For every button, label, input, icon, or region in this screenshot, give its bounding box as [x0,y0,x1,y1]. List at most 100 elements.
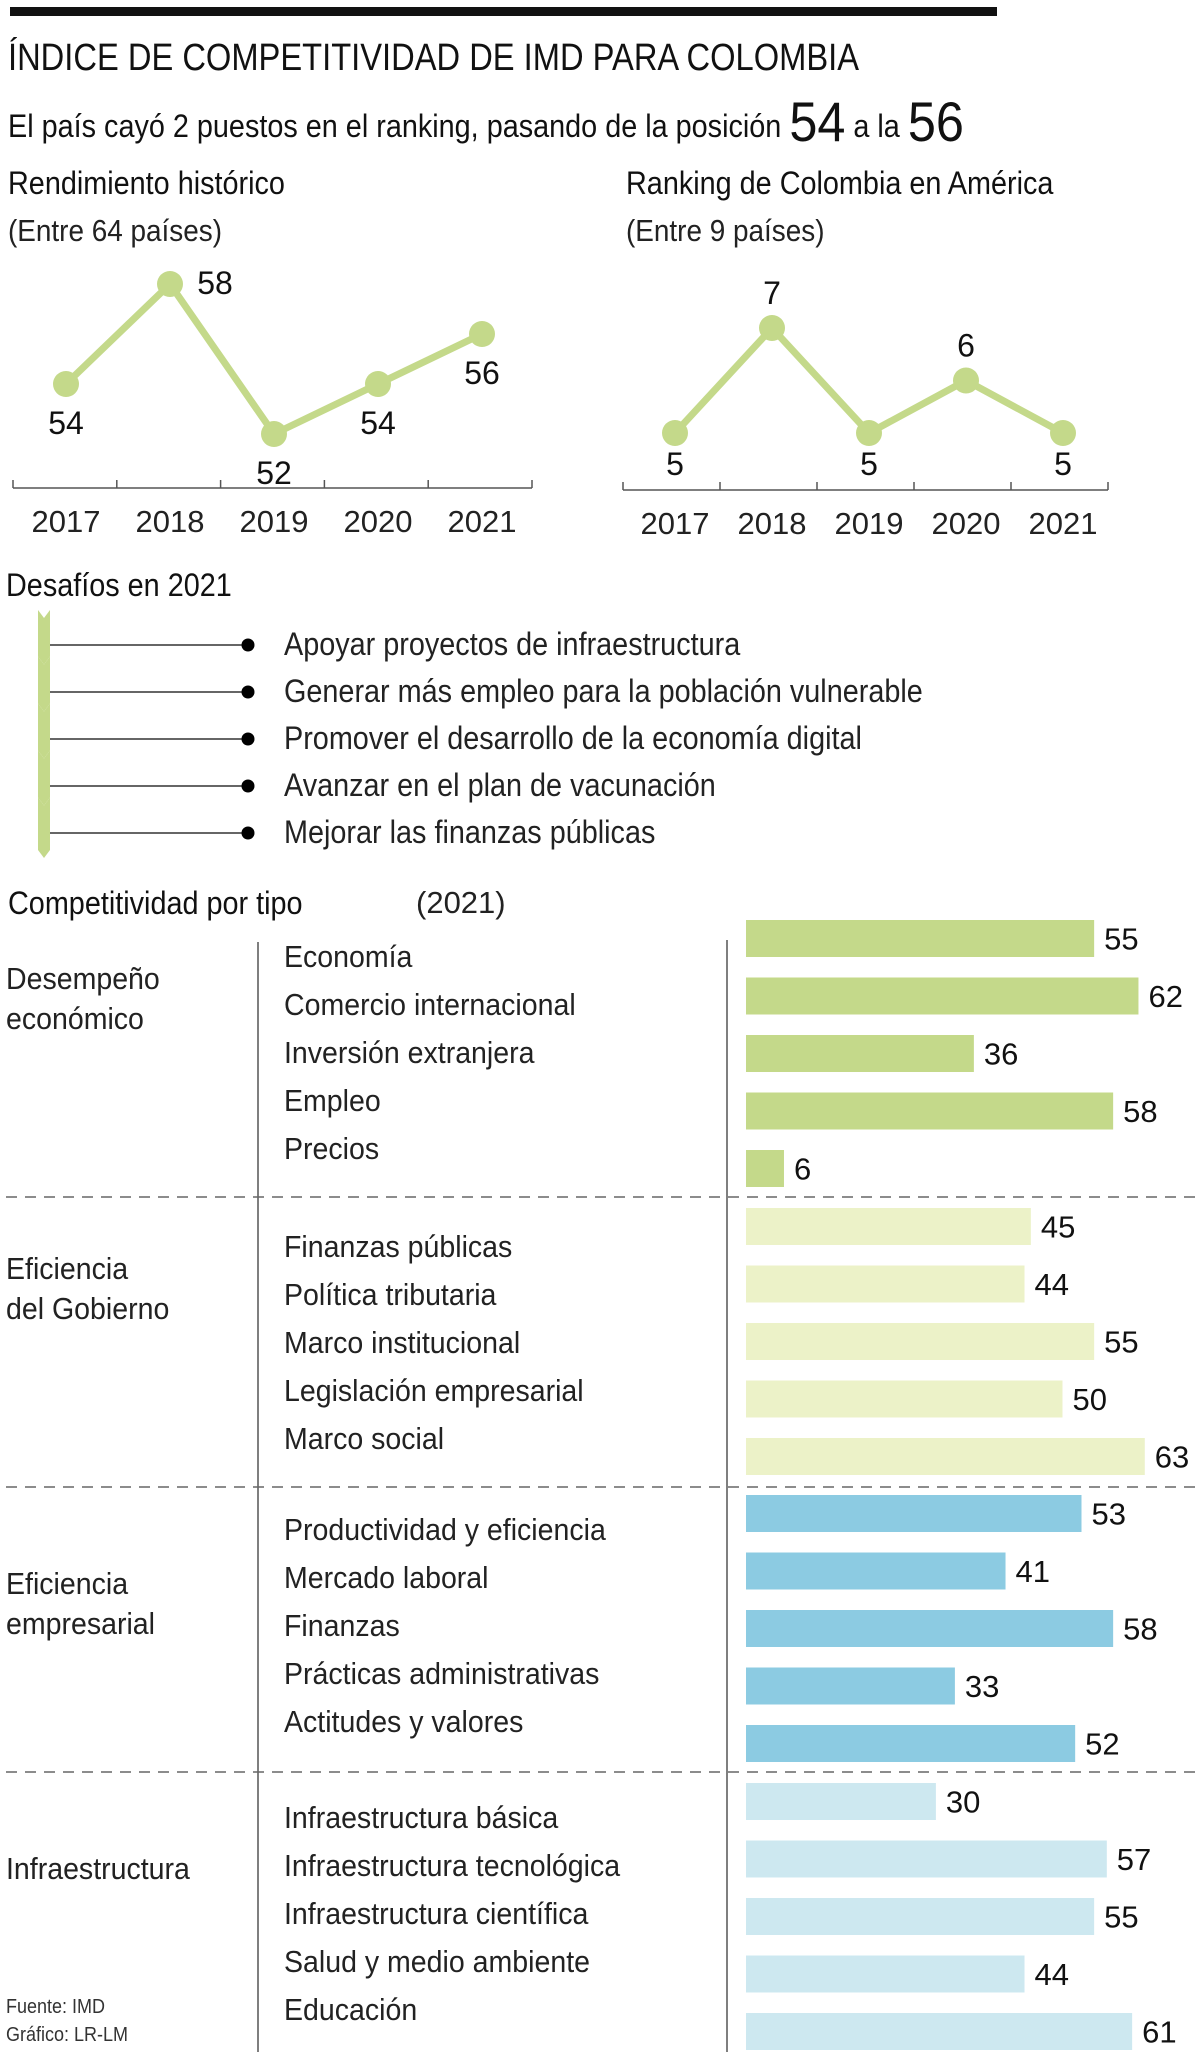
challenges-title: Desafíos en 2021 [6,566,257,604]
timeline-segment [38,703,50,759]
category-label-text: Prácticas administrativas [284,1656,600,1691]
bullet-dot-icon [241,732,255,746]
challenges-title-text: Desafíos en 2021 [6,567,232,603]
data-label: 5 [1054,446,1072,482]
category-label-text: Marco institucional [284,1325,521,1360]
group-label-text: económico [6,1001,144,1036]
category-label: Política tributaria [284,1275,515,1315]
data-point [856,420,882,446]
bar-value-label: 33 [965,1669,999,1704]
group-label: del Gobierno [6,1290,184,1328]
bar [746,1150,784,1187]
category-label-text: Finanzas públicas [284,1229,513,1264]
bar [746,1725,1076,1762]
data-label: 54 [360,405,396,441]
x-tick-label: 2017 [641,506,710,541]
category-label-text: Marco social [284,1421,445,1456]
data-point [1050,420,1076,446]
category-label-text: Política tributaria [284,1277,497,1312]
x-tick-label: 2020 [932,506,1001,541]
challenge-item-text: Apoyar proyectos de infraestructura [284,626,741,662]
category-label: Comercio internacional [284,985,601,1025]
group-label: empresarial [6,1605,168,1643]
historical-title-text: Rendimiento histórico [8,165,285,201]
x-tick-label: 2021 [448,504,517,539]
data-label: 56 [464,355,500,391]
bullet-dot-icon [241,685,255,699]
category-label: Finanzas públicas [284,1227,532,1267]
group-label-text: Eficiencia [6,1566,129,1601]
category-label-text: Productividad y eficiencia [284,1512,606,1547]
group-label-text: del Gobierno [6,1291,170,1326]
bar-value-label: 6 [794,1152,811,1187]
historical-note-text: (Entre 64 países) [8,213,223,248]
data-point [365,371,391,397]
category-label-text: Actitudes y valores [284,1704,524,1739]
bullet-dot-icon [241,779,255,793]
bar [746,1092,1114,1130]
category-label-text: Mercado laboral [284,1560,489,1595]
bar-value-label: 44 [1035,1957,1069,1992]
category-label-text: Comercio internacional [284,987,576,1022]
bar-value-label: 63 [1155,1440,1189,1475]
header-rule [10,7,997,16]
bar-value-label: 58 [1123,1094,1157,1129]
source-note: Fuente: IMD [6,1994,116,2020]
category-label: Infraestructura básica [284,1798,582,1838]
subtitle-text: El país cayó 2 puestos en el ranking, pa… [8,108,782,144]
challenge-item-text: Avanzar en el plan de vacunación [284,767,716,803]
category-label: Legislación empresarial [284,1371,610,1411]
category-label-text: Salud y medio ambiente [284,1944,590,1979]
america-line-chart: 5 7 5 6 5 2017 2018 2019 2020 2021 [622,275,1109,541]
category-label-text: Economía [284,939,413,974]
x-tick-label: 2020 [344,504,413,539]
x-tick-label: 2017 [32,504,101,539]
category-label: Infraestructura científica [284,1894,615,1934]
category-label: Prácticas administrativas [284,1654,627,1694]
category-label-text: Infraestructura tecnológica [284,1848,621,1883]
data-point [261,421,287,447]
page-subtitle: El país cayó 2 puestos en el ranking, pa… [8,92,1070,156]
historical-line-chart: 54 58 52 54 56 2017 2018 2019 2020 2021 [12,265,533,539]
data-label: 5 [860,446,878,482]
from-position: 54 [789,90,846,153]
bar [746,1035,974,1072]
category-label: Finanzas [284,1606,410,1646]
data-point [759,315,785,341]
bar [746,1208,1031,1245]
group-label-text: Eficiencia [6,1251,129,1286]
timeline-segment [38,610,50,665]
data-point [53,371,79,397]
bar [746,1438,1145,1475]
competitiveness-title-text: Competitividad por tipo [8,885,303,921]
x-tick-label: 2018 [136,504,205,539]
bullet-dot-icon [241,638,255,652]
bar [746,1380,1063,1418]
category-label: Marco social [284,1419,458,1459]
america-note-text: (Entre 9 países) [626,213,825,248]
bar [746,1610,1114,1647]
challenge-item: Promover el desarrollo de la economía di… [284,718,926,758]
timeline-segment [38,797,50,858]
bar-value-label: 55 [1104,1900,1138,1935]
group-label: Eficiencia [6,1565,139,1603]
bar [746,1667,955,1705]
category-label: Marco institucional [284,1323,541,1363]
challenge-item: Mejorar las finanzas públicas [284,812,697,852]
x-tick-label: 2018 [738,506,807,541]
bar [746,977,1139,1015]
credit-note: Gráfico: LR-LM [6,2022,142,2048]
category-label-text: Educación [284,1992,418,2027]
group-label-text: Desempeño [6,961,160,996]
timeline-segment [38,750,50,806]
credit-text: Gráfico: LR-LM [6,2024,129,2046]
bar-value-label: 45 [1041,1210,1075,1245]
bar-value-label: 57 [1117,1842,1151,1877]
group-label-text: Infraestructura [6,1851,190,1886]
bar-value-label: 30 [946,1785,980,1820]
competitiveness-year-note: (2021) [416,885,506,920]
bar [746,1783,936,1820]
subtitle-line: El país cayó 2 puestos en el ranking, pa… [8,92,964,156]
category-label: Salud y medio ambiente [284,1942,617,1982]
